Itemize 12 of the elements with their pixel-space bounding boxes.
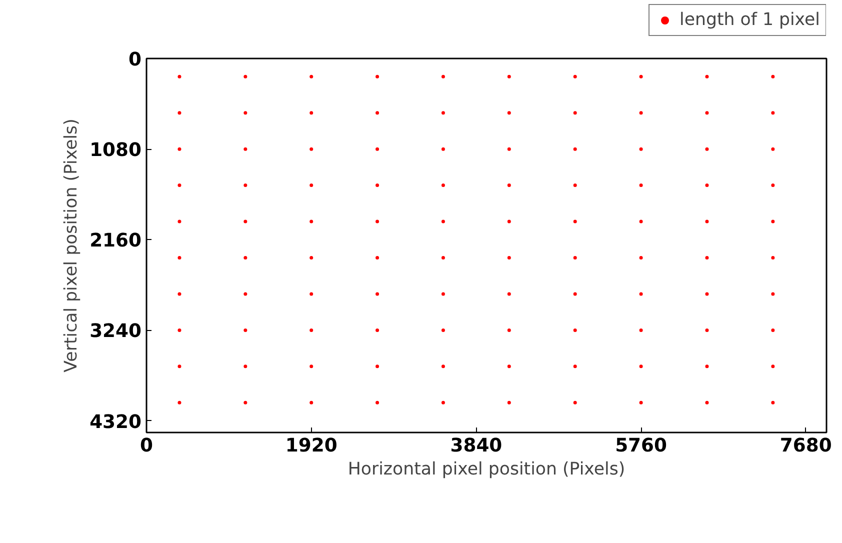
x-tick-label: 1920 (285, 436, 338, 456)
y-tick-label: 1080 (90, 140, 142, 162)
y-tick-label: 4320 (90, 412, 142, 433)
y-axis-title: Vertical pixel position (Pixels) (62, 118, 82, 372)
x-axis-title: Horizontal pixel position (Pixels) (348, 460, 626, 480)
x-tick-label: 5760 (615, 436, 668, 456)
y-tick-label: 0 (128, 50, 142, 70)
y-tick-label: 3240 (90, 321, 142, 342)
y-tick-label: 2160 (90, 230, 142, 252)
legend-label: length of 1 pixel (680, 10, 820, 30)
x-tick-label: 7680 (780, 436, 832, 456)
x-tick-label: 3840 (450, 436, 502, 456)
